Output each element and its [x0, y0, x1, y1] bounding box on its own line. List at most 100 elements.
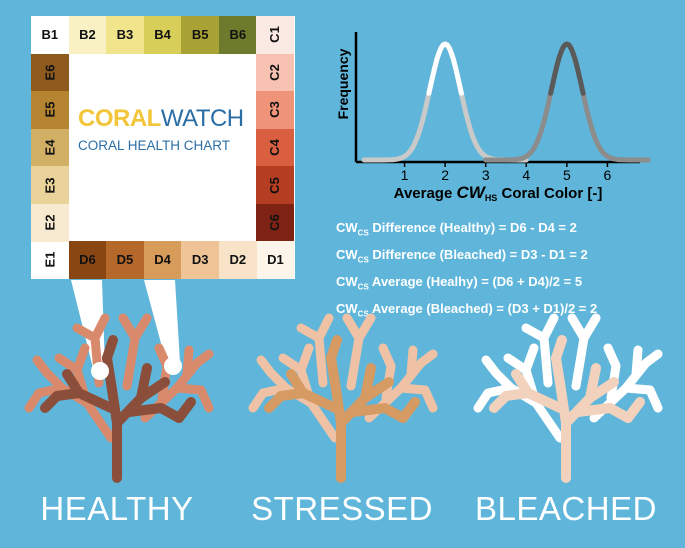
coral-branch-outer — [192, 349, 214, 368]
swatch-e6: E6 — [31, 53, 69, 92]
eq-text: Difference (Bleached) = D3 - D1 = 2 — [368, 247, 588, 262]
bleached-coral — [473, 313, 663, 483]
eq-sub: CS — [357, 282, 369, 292]
swatch-label: D4 — [154, 252, 171, 268]
swatch-b2: B2 — [68, 16, 107, 54]
swatch-e4: E4 — [31, 128, 69, 167]
distribution-curve-peak — [426, 41, 464, 96]
coral-branch-inner — [348, 403, 408, 423]
x-tick-group: 1 2 3 4 5 6 — [401, 161, 612, 183]
swatch-b6: B6 — [219, 16, 257, 54]
x-axis-label-post: Coral Color [-] — [497, 185, 602, 202]
frequency-graph: Frequency 1 2 3 4 5 6 Average CWHS Coral Colo… — [335, 32, 651, 203]
coral-branch-inner — [326, 353, 346, 483]
swatch-d5: D5 — [106, 241, 144, 279]
swatch-b4: B4 — [143, 16, 182, 54]
coral-branch-outer — [481, 355, 501, 378]
swatch-label: B6 — [229, 27, 247, 43]
coral-branch-outer — [72, 323, 100, 343]
x-tick-label: 1 — [401, 167, 409, 183]
coral-branch-outer — [473, 383, 516, 413]
brand-subtitle: CORAL HEALTH CHART — [78, 138, 231, 153]
coral-branch-outer — [256, 355, 276, 378]
swatch-c3: C3 — [256, 91, 294, 129]
swatch-label: D3 — [191, 252, 209, 268]
coral-branch-inner — [40, 391, 62, 413]
equation-line: CWCS Difference (Bleached) = D3 - D1 = 2 — [336, 247, 588, 265]
swatch-label: B2 — [79, 27, 96, 43]
eq-cw: CW — [336, 220, 358, 235]
coral-branch-inner — [286, 369, 308, 398]
swatch-c6: C6 — [256, 204, 294, 242]
swatch-b3: B3 — [106, 16, 144, 54]
x-tick-label: 4 — [522, 167, 530, 183]
coral-branch-outer — [314, 313, 334, 388]
coral-branch-inner — [124, 403, 184, 423]
coral-branch-inner — [511, 369, 533, 398]
coral-branch-outer — [641, 349, 663, 368]
eq-text: Average (Bleached) = (D3 + D1)/2 = 2 — [368, 301, 598, 316]
coral-branch-outer — [32, 355, 52, 378]
equation-line: CWCS Difference (Healthy) = D6 - D4 = 2 — [336, 220, 577, 238]
caption-stressed: STRESSED — [251, 490, 433, 527]
coral-branch-inner — [551, 335, 567, 363]
coral-branch-inner — [102, 353, 122, 483]
x-axis-label-pre: Average — [394, 185, 457, 202]
coral-branch-inner — [136, 377, 170, 403]
coral-branch-outer — [296, 323, 324, 343]
swatch-label: D1 — [267, 252, 284, 268]
swatch-label: B1 — [41, 27, 59, 43]
coral-branch-inner — [398, 397, 420, 423]
caption-healthy: HEALTHY — [40, 490, 194, 527]
swatch-e3: E3 — [31, 166, 69, 204]
x-tick-label: 3 — [482, 167, 490, 183]
coral-branch-outer — [621, 383, 663, 413]
sample-point-dark — [91, 362, 109, 380]
swatch-label: B5 — [191, 27, 209, 43]
x-axis-label: Average CWHS Coral Color [-] — [394, 183, 603, 203]
swatch-e5: E5 — [31, 91, 69, 129]
swatch-e2: E2 — [31, 204, 69, 242]
coral-branch-outer — [278, 353, 306, 375]
coral-branch-inner — [326, 335, 342, 363]
swatch-label: D6 — [79, 252, 96, 268]
swatch-d4: D4 — [143, 241, 182, 279]
coral-branch-outer — [54, 353, 82, 375]
brand-watch-text: WATCH — [160, 105, 244, 132]
eq-text: Difference (Healthy) = D6 - D4 = 2 — [368, 220, 577, 235]
swatch-d1: D1 — [256, 241, 295, 279]
healthy-coral — [24, 313, 214, 483]
coral-branch-inner — [551, 353, 571, 483]
swatch-label: D5 — [116, 252, 134, 268]
equation-line: CWCS Average (Bleached) = (D3 + D1)/2 = … — [336, 301, 597, 319]
x-tick-label: 2 — [441, 167, 449, 183]
sample-point-light — [164, 357, 182, 375]
swatch-b1: B1 — [31, 16, 69, 54]
brand-title: CORALWATCH — [78, 105, 244, 133]
coral-branch-outer — [172, 383, 214, 413]
coral-branch-outer — [342, 313, 364, 343]
eq-sub: CS — [357, 309, 369, 319]
swatch-d3: D3 — [181, 241, 219, 279]
coral-branch-inner — [264, 391, 286, 413]
swatch-label: B3 — [116, 27, 134, 43]
equation-line: CWCS Average (Healhy) = (D6 + D4)/2 = 5 — [336, 274, 582, 292]
coral-branch-outer — [24, 383, 67, 413]
swatch-d2: D2 — [219, 241, 257, 279]
coral-branch-inner — [62, 369, 84, 398]
x-tick-label: 5 — [563, 167, 571, 183]
coral-branch-outer — [406, 345, 418, 379]
coral-branch-outer — [118, 313, 140, 343]
eq-cw: CW — [336, 247, 358, 262]
swatch-d6: D6 — [68, 241, 107, 279]
y-axis-label: Frequency — [335, 48, 351, 119]
swatch-e1: E1 — [31, 241, 69, 279]
coral-branch-inner — [489, 391, 511, 413]
x-axis-label-sub: HS — [485, 193, 498, 203]
eq-cw: CW — [336, 274, 358, 289]
swatch-label: B4 — [154, 27, 171, 43]
coral-branch-outer — [539, 313, 559, 388]
coral-branch-inner — [623, 397, 645, 423]
coral-branch-inner — [573, 403, 633, 423]
